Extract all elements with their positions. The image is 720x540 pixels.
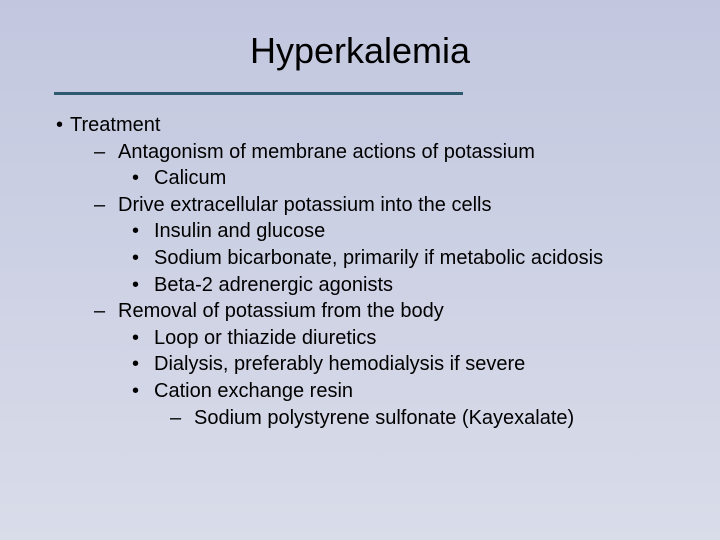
slide-title: Hyperkalemia <box>50 30 670 72</box>
list-item: •Sodium bicarbonate, primarily if metabo… <box>56 246 670 272</box>
divider-line <box>54 92 463 95</box>
bullet-icon: • <box>56 113 70 139</box>
list-item-text: Calicum <box>154 166 670 192</box>
list-item-text: Sodium polystyrene sulfonate (Kayexalate… <box>194 406 670 432</box>
bullet-icon: • <box>132 352 154 378</box>
bullet-icon: • <box>132 246 154 272</box>
list-item-text: Treatment <box>70 113 670 139</box>
slide: Hyperkalemia •Treatment–Antagonism of me… <box>0 0 720 540</box>
bullet-icon: • <box>132 326 154 352</box>
list-item-text: Sodium bicarbonate, primarily if metabol… <box>154 246 670 272</box>
bullet-icon: • <box>132 166 154 192</box>
list-item: •Cation exchange resin <box>56 379 670 405</box>
list-item: •Insulin and glucose <box>56 219 670 245</box>
list-item: –Removal of potassium from the body <box>56 299 670 325</box>
bullet-icon: – <box>94 193 118 219</box>
list-item: •Beta-2 adrenergic agonists <box>56 273 670 299</box>
list-item-text: Dialysis, preferably hemodialysis if sev… <box>154 352 670 378</box>
list-item: •Dialysis, preferably hemodialysis if se… <box>56 352 670 378</box>
content-area: •Treatment–Antagonism of membrane action… <box>50 113 670 431</box>
bullet-icon: • <box>132 219 154 245</box>
bullet-icon: – <box>94 299 118 325</box>
list-item-text: Insulin and glucose <box>154 219 670 245</box>
bullet-icon: • <box>132 273 154 299</box>
list-item-text: Antagonism of membrane actions of potass… <box>118 140 670 166</box>
list-item-text: Beta-2 adrenergic agonists <box>154 273 670 299</box>
bullet-icon: – <box>170 406 194 432</box>
list-item-text: Removal of potassium from the body <box>118 299 670 325</box>
list-item-text: Drive extracellular potassium into the c… <box>118 193 670 219</box>
list-item: –Drive extracellular potassium into the … <box>56 193 670 219</box>
bullet-icon: – <box>94 140 118 166</box>
list-item: –Antagonism of membrane actions of potas… <box>56 140 670 166</box>
list-item: –Sodium polystyrene sulfonate (Kayexalat… <box>56 406 670 432</box>
bullet-icon: • <box>132 379 154 405</box>
list-item: •Loop or thiazide diuretics <box>56 326 670 352</box>
list-item: •Calicum <box>56 166 670 192</box>
list-item-text: Cation exchange resin <box>154 379 670 405</box>
list-item: •Treatment <box>56 113 670 139</box>
list-item-text: Loop or thiazide diuretics <box>154 326 670 352</box>
